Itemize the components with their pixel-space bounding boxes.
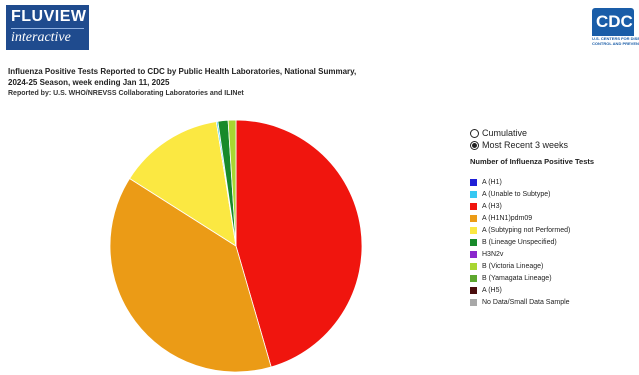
legend-swatch	[470, 298, 477, 306]
legend-label: B (Yamagata Lineage)	[482, 274, 552, 282]
legend-label: B (Lineage Unspecified)	[482, 238, 557, 246]
pie-slice-a-h3[interactable]	[235, 119, 363, 368]
legend-swatch	[470, 190, 477, 198]
legend-swatch	[470, 238, 477, 246]
legend-swatch	[470, 274, 477, 282]
legend: A (H1) A (Unable to Subtype) A (H3) A (H1N1…	[470, 176, 570, 308]
radio-recent-3-weeks[interactable]: Most Recent 3 weeks	[470, 140, 568, 150]
legend-item[interactable]: B (Victoria Lineage)	[470, 260, 570, 272]
reported-by: Reported by: U.S. WHO/NREVSS Collaborati…	[8, 90, 244, 97]
legend-item[interactable]: A (Subtyping not Performed)	[470, 224, 570, 236]
cdc-logo-subtext-1: U.S. CENTERS FOR DISEASE	[592, 36, 639, 41]
pie-slice-a-subtyping-not-performed[interactable]	[129, 121, 237, 247]
radio-cumulative-circle[interactable]	[470, 128, 479, 138]
legend-swatch	[470, 178, 477, 186]
radio-recent-3-weeks-circle[interactable]	[470, 140, 479, 150]
legend-title: Number of Influenza Positive Tests	[470, 157, 595, 166]
legend-item[interactable]: A (H1N1)pdm09	[470, 212, 570, 224]
legend-swatch	[470, 262, 477, 270]
pie-slice-a-h1n1-pdm09[interactable]	[109, 177, 272, 373]
legend-item[interactable]: A (H1)	[470, 176, 570, 188]
legend-item[interactable]: A (H5)	[470, 284, 570, 296]
legend-item[interactable]: No Data/Small Data Sample	[470, 296, 570, 308]
legend-swatch	[470, 226, 477, 234]
legend-label: A (H1)	[482, 178, 502, 186]
legend-item[interactable]: A (Unable to Subtype)	[470, 188, 570, 200]
cdc-logo-subtext-2: CONTROL AND PREVENTION	[592, 41, 639, 46]
report-title-line2: 2024-25 Season, week ending Jan 11, 2025	[8, 78, 170, 87]
legend-label: A (H5)	[482, 286, 502, 294]
report-title: Influenza Positive Tests Reported to CDC…	[8, 66, 388, 88]
legend-swatch	[470, 202, 477, 210]
legend-label: H3N2v	[482, 250, 504, 258]
legend-item[interactable]: A (H3)	[470, 200, 570, 212]
legend-item[interactable]: H3N2v	[470, 248, 570, 260]
radio-cumulative-label: Cumulative	[482, 128, 528, 138]
legend-label: A (Subtyping not Performed)	[482, 226, 571, 234]
fluview-logo[interactable]: FLUVIEW interactive	[6, 5, 89, 50]
fluview-logo-subtitle: interactive	[11, 28, 84, 46]
fluview-logo-title: FLUVIEW	[11, 8, 87, 25]
legend-swatch	[470, 214, 477, 222]
cdc-logo[interactable]: CDC U.S. CENTERS FOR DISEASE CONTROL AND…	[592, 8, 639, 58]
legend-swatch	[470, 250, 477, 258]
legend-swatch	[470, 286, 477, 294]
pie-slice-b-victoria-lineage[interactable]	[227, 119, 237, 247]
radio-recent-3-weeks-label: Most Recent 3 weeks	[482, 140, 569, 150]
radio-cumulative[interactable]: Cumulative	[470, 128, 527, 138]
legend-label: No Data/Small Data Sample	[482, 298, 570, 306]
legend-label: A (Unable to Subtype)	[482, 190, 551, 198]
legend-item[interactable]: B (Yamagata Lineage)	[470, 272, 570, 284]
cdc-logo-mark: CDC	[592, 8, 634, 36]
legend-label: B (Victoria Lineage)	[482, 262, 544, 270]
legend-item[interactable]: B (Lineage Unspecified)	[470, 236, 570, 248]
legend-label: A (H1N1)pdm09	[482, 214, 533, 222]
pie-chart	[109, 119, 363, 373]
legend-label: A (H3)	[482, 202, 502, 210]
report-title-line1: Influenza Positive Tests Reported to CDC…	[8, 67, 357, 76]
